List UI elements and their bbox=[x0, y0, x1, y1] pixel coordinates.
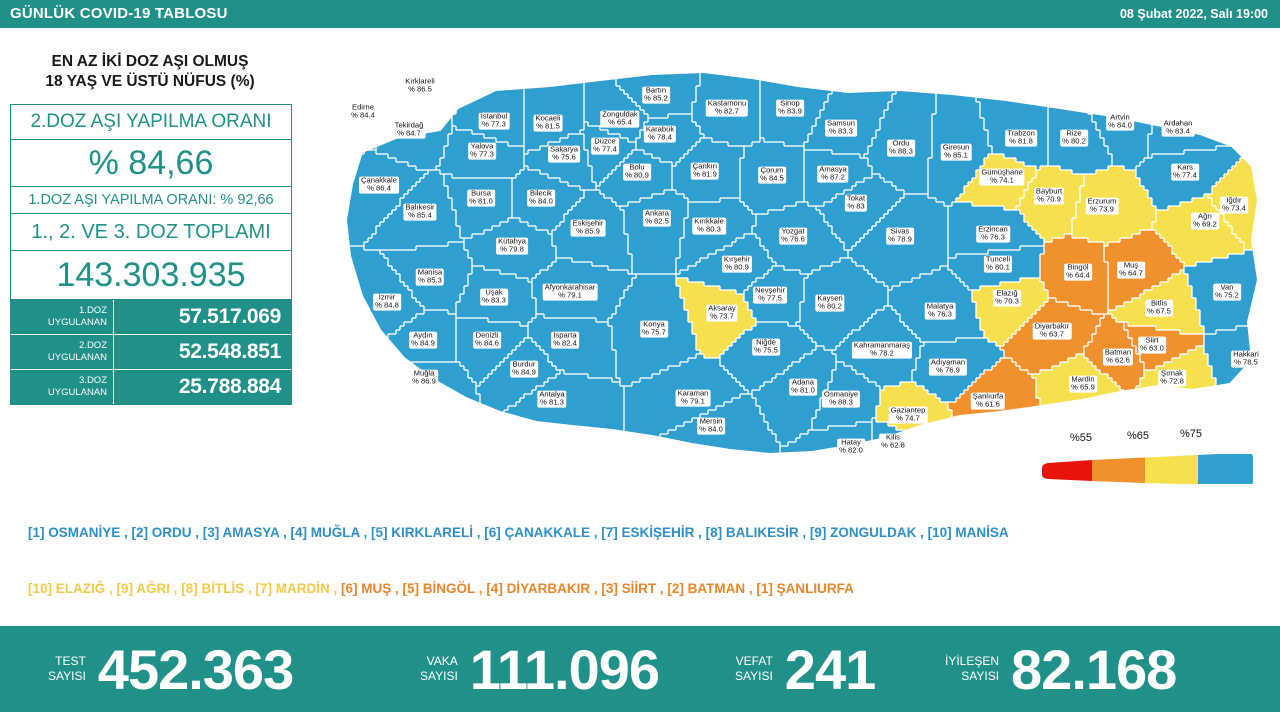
stat-value: 82.168 bbox=[1011, 637, 1177, 701]
stat-case: VAKA SAYISI 111.096 bbox=[420, 626, 660, 712]
stat-value: 111.096 bbox=[469, 637, 660, 701]
vaccination-heading-line2: 18 YAŞ VE ÜSTÜ NÜFUS (%) bbox=[45, 73, 255, 90]
legend-tick-65: %65 bbox=[1127, 430, 1150, 442]
bottom-strip bbox=[0, 712, 1280, 720]
ranking-item: [2] BATMAN , bbox=[667, 581, 757, 596]
province-shape-ağrı bbox=[1152, 194, 1244, 266]
ranking-item: [10] MANİSA bbox=[927, 525, 1009, 540]
stat-label-line2: SAYISI bbox=[420, 669, 458, 683]
map-legend: %55 %65 %75 bbox=[1040, 428, 1255, 484]
ranking-item: [4] MUĞLA , bbox=[290, 525, 372, 540]
legend-gradient-bar bbox=[1042, 454, 1253, 484]
stat-label-line2: SAYISI bbox=[961, 669, 1000, 683]
lowest-vaccination-provinces: [10] ELAZIĞ , [9] AĞRI , [8] BİTLİS , [7… bbox=[28, 577, 1208, 600]
ranking-item: [3] AMASYA , bbox=[202, 525, 291, 540]
dose-label-line1: 2.DOZ bbox=[79, 340, 107, 351]
dose-value: 52.548.851 bbox=[178, 340, 281, 363]
highest-vaccination-provinces: [1] OSMANİYE , [2] ORDU , [3] AMASYA , [… bbox=[28, 521, 1208, 544]
stat-label-line1: VAKA bbox=[426, 654, 458, 668]
ranking-item: [3] SİİRT , bbox=[601, 581, 668, 596]
table-row: 3.DOZ UYGULANAN 25.788.884 bbox=[11, 370, 291, 404]
ranking-item: [9] AĞRI , bbox=[116, 581, 182, 596]
page-title: GÜNLÜK COVID-19 TABLOSU bbox=[10, 5, 228, 22]
dose-label: 2.DOZ UYGULANAN bbox=[11, 335, 114, 369]
dose-value: 25.788.884 bbox=[178, 375, 281, 398]
ranking-item: [7] MARDİN , bbox=[255, 581, 342, 596]
ranking-item: [6] MUŞ , bbox=[341, 581, 403, 596]
vaccination-heading: EN AZ İKİ DOZ AŞI OLMUŞ 18 YAŞ VE ÜSTÜ N… bbox=[0, 34, 300, 104]
ranking-item: [1] OSMANİYE , bbox=[28, 525, 132, 540]
total-doses-value: 143.303.935 bbox=[11, 251, 291, 300]
stat-test: TEST SAYISI 452.363 bbox=[48, 626, 294, 712]
ranking-item: [8] BİTLİS , bbox=[181, 581, 256, 596]
daily-statistics-bar: TEST SAYISI 452.363 VAKA SAYISI 111.096 … bbox=[0, 626, 1280, 712]
stat-death: VEFAT SAYISI 241 bbox=[735, 626, 876, 712]
dose-label-line2: UYGULANAN bbox=[47, 352, 107, 363]
stat-value: 241 bbox=[784, 637, 876, 701]
ranking-item: [6] ÇANAKKALE , bbox=[484, 525, 602, 540]
ranking-item: [5] BİNGÖL , bbox=[402, 581, 487, 596]
first-dose-rate-line: 1.DOZ AŞI YAPILMA ORANI: % 92,66 bbox=[11, 187, 291, 214]
stat-recovered: İYİLEŞEN SAYISI 82.168 bbox=[945, 626, 1177, 712]
stat-label: VAKA SAYISI bbox=[420, 654, 470, 684]
total-doses-title: 1., 2. VE 3. DOZ TOPLAMI bbox=[11, 214, 291, 251]
vaccination-heading-line1: EN AZ İKİ DOZ AŞI OLMUŞ bbox=[51, 53, 249, 70]
dose-value: 57.517.069 bbox=[178, 305, 281, 328]
dose-label: 1.DOZ UYGULANAN bbox=[11, 300, 114, 334]
stat-label-line1: İYİLEŞEN bbox=[945, 654, 1000, 668]
ranking-item: [1] ŞANLIURFA bbox=[756, 581, 854, 596]
dose-label-line1: 1.DOZ bbox=[79, 305, 107, 316]
vaccination-stats-box: 2.DOZ AŞI YAPILMA ORANI % 84,66 1.DOZ AŞ… bbox=[10, 104, 292, 300]
dose-breakdown-table: 1.DOZ UYGULANAN 57.517.069 2.DOZ UYGULAN… bbox=[10, 300, 292, 405]
stat-label-line2: SAYISI bbox=[735, 669, 773, 683]
ranking-item: [2] ORDU , bbox=[131, 525, 203, 540]
legend-tick-55: %55 bbox=[1070, 432, 1093, 444]
dose-label: 3.DOZ UYGULANAN bbox=[11, 370, 114, 404]
stat-label: VEFAT SAYISI bbox=[735, 654, 785, 684]
table-row: 2.DOZ UYGULANAN 52.548.851 bbox=[11, 335, 291, 370]
stat-label: TEST SAYISI bbox=[48, 654, 98, 684]
vaccination-panel: EN AZ İKİ DOZ AŞI OLMUŞ 18 YAŞ VE ÜSTÜ N… bbox=[0, 34, 300, 405]
dose-label-line2: UYGULANAN bbox=[47, 317, 107, 328]
stat-label-line1: TEST bbox=[55, 654, 86, 668]
province-shape-elazığ bbox=[972, 278, 1048, 346]
second-dose-rate-title: 2.DOZ AŞI YAPILMA ORANI bbox=[11, 105, 291, 140]
stat-label-line1: VEFAT bbox=[735, 654, 773, 668]
stat-label-line2: SAYISI bbox=[48, 669, 86, 683]
stat-value: 452.363 bbox=[97, 637, 294, 701]
report-date: 08 Şubat 2022, Salı 19:00 bbox=[1119, 7, 1268, 21]
ranking-item: [4] DİYARBAKIR , bbox=[486, 581, 602, 596]
table-row: 1.DOZ UYGULANAN 57.517.069 bbox=[11, 300, 291, 335]
ranking-item: [9] ZONGULDAK , bbox=[809, 525, 928, 540]
stat-label: İYİLEŞEN SAYISI bbox=[945, 654, 1011, 684]
app-header: GÜNLÜK COVID-19 TABLOSU 08 Şubat 2022, S… bbox=[0, 0, 1280, 28]
second-dose-rate-value: % 84,66 bbox=[11, 140, 291, 187]
province-shape-iğdır bbox=[1208, 130, 1258, 254]
ranking-item: [8] BALIKESİR , bbox=[705, 525, 810, 540]
dose-label-line2: UYGULANAN bbox=[47, 387, 107, 398]
dose-label-line1: 3.DOZ bbox=[79, 375, 107, 386]
ranking-item: [10] ELAZIĞ , bbox=[28, 581, 117, 596]
ranking-item: [7] ESKİŞEHİR , bbox=[601, 525, 706, 540]
ranking-item: [5] KIRKLARELİ , bbox=[371, 525, 485, 540]
legend-tick-75: %75 bbox=[1180, 428, 1203, 440]
